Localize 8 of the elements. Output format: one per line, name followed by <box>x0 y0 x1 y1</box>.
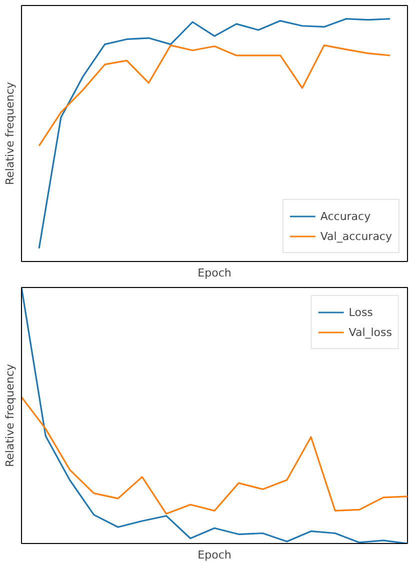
legend-label: Loss <box>348 306 373 318</box>
legend-label: Val_loss <box>348 326 392 338</box>
y-axis-title: Relative frequency <box>4 363 16 468</box>
y-axis-title: Relative frequency <box>4 81 16 186</box>
x-axis-title: Epoch <box>198 266 232 280</box>
legend-label: Val_accuracy <box>320 230 392 242</box>
legend-label: Accuracy <box>320 210 371 222</box>
x-axis-title: Epoch <box>198 548 232 562</box>
